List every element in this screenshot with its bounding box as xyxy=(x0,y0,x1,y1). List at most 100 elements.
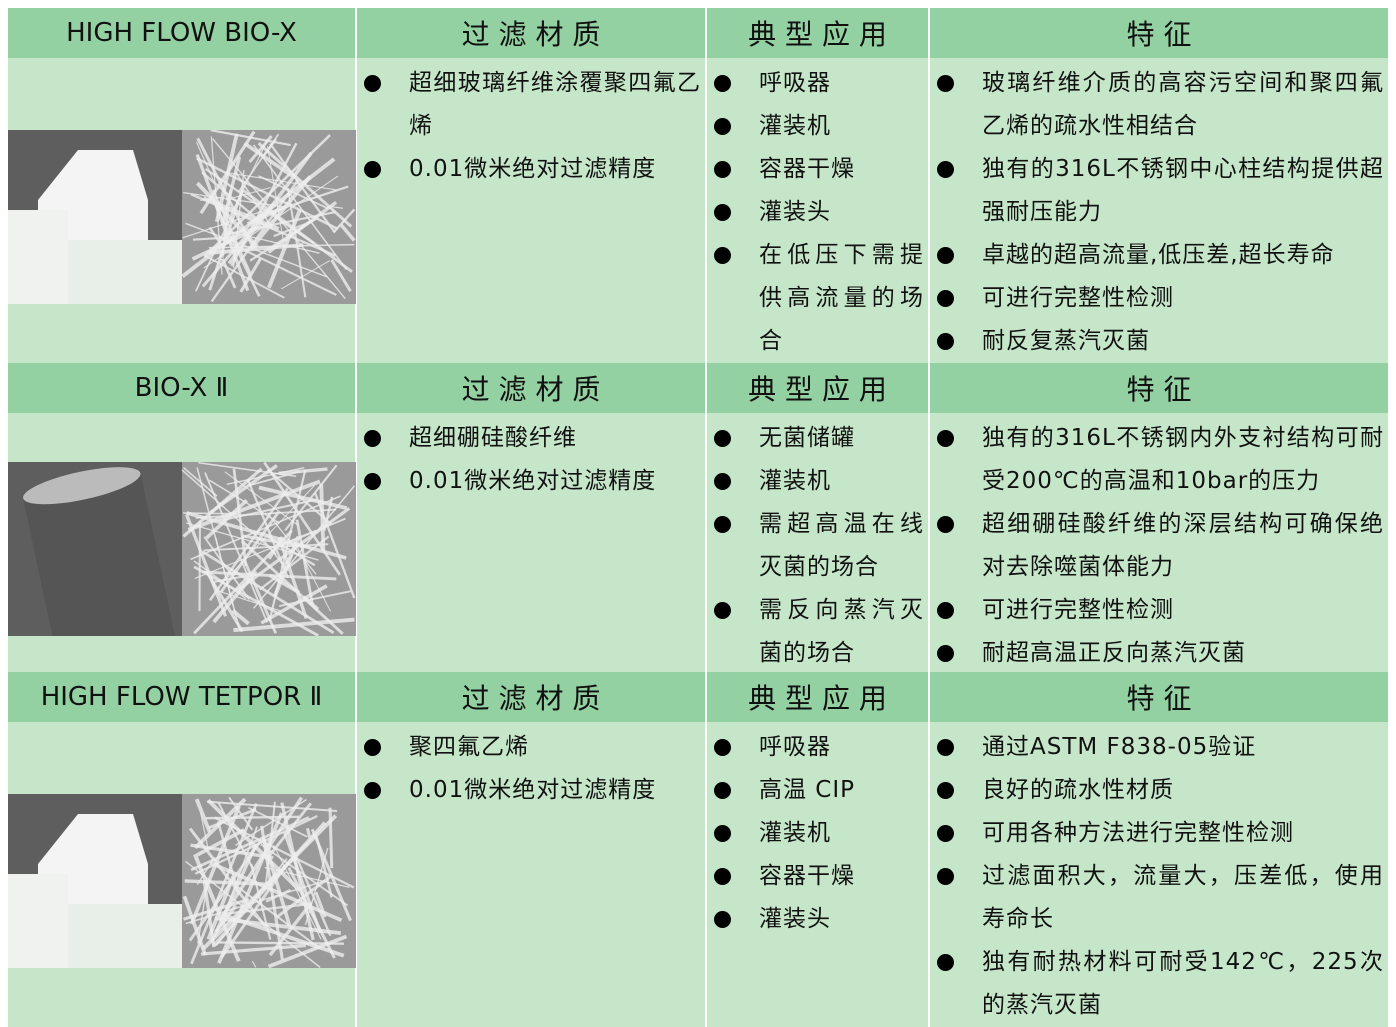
bullet xyxy=(937,75,954,92)
image-cell xyxy=(8,722,355,1027)
item-text: 0.01微米绝对过滤精度 xyxy=(409,777,656,803)
item-text: 灌装机 xyxy=(759,468,831,494)
features-list: 通过ASTM F838-05验证良好的疏水性材质可用各种方法进行完整性检测过滤面… xyxy=(930,722,1388,1027)
list-item: 独有的316L不锈钢中心柱结构提供超强耐压能力 xyxy=(930,148,1388,234)
bullet xyxy=(714,473,731,490)
item-text: 容器干燥 xyxy=(759,156,855,182)
bullet xyxy=(714,204,731,221)
list-item: 灌装机 xyxy=(707,105,928,148)
bullet xyxy=(937,954,954,971)
item-text: 呼吸器 xyxy=(759,734,831,760)
image-cell xyxy=(8,413,355,675)
list-item: 高温 CIP xyxy=(707,769,928,812)
bullet xyxy=(937,161,954,178)
product-image xyxy=(8,794,356,968)
list-item: 呼吸器 xyxy=(707,62,928,105)
list-item: 灌装机 xyxy=(707,460,928,503)
item-text: 灌装头 xyxy=(759,199,831,225)
bullet xyxy=(714,75,731,92)
column-header: 特 征 xyxy=(930,8,1388,58)
list-item: 灌装头 xyxy=(707,898,928,941)
list-item: 在低压下需提供高流量的场合 xyxy=(707,234,928,363)
bullet xyxy=(937,290,954,307)
list-item: 过滤面积大，流量大，压差低，使用寿命长 xyxy=(930,855,1388,941)
list-item: 可用各种方法进行完整性检测 xyxy=(930,812,1388,855)
image xyxy=(8,130,356,304)
list-item: 0.01微米绝对过滤精度 xyxy=(357,769,705,812)
item-text: 灌装头 xyxy=(759,906,831,932)
item-text: 超细硼硅酸纤维 xyxy=(409,425,577,451)
bullet xyxy=(937,247,954,264)
list-item: 卓越的超高流量,低压差,超长寿命 xyxy=(930,234,1388,277)
product-name: HIGH FLOW TETPOR Ⅱ xyxy=(8,672,355,722)
applications-cell: 呼吸器高温 CIP 灌装机容器干燥灌装头 xyxy=(707,722,928,1027)
list-item: 容器干燥 xyxy=(707,148,928,191)
list-item: 超细硼硅酸纤维 xyxy=(357,417,705,460)
materials-cell: 超细硼硅酸纤维 0.01微米绝对过滤精度 xyxy=(357,413,705,675)
product-image xyxy=(8,462,356,636)
bullet xyxy=(937,782,954,799)
item-text: 独有耐热材料可耐受142℃，225次的蒸汽灭菌 xyxy=(982,949,1384,1018)
list-item: 0.01微米绝对过滤精度 xyxy=(357,460,705,503)
features-list: 独有的316L不锈钢内外支衬结构可耐受200℃的高温和10bar的压力超细硼硅酸… xyxy=(930,413,1388,675)
features-cell: 玻璃纤维介质的高容污空间和聚四氟乙烯的疏水性相结合独有的316L不锈钢中心柱结构… xyxy=(930,58,1388,363)
item-text: 灌装机 xyxy=(759,113,831,139)
list-item: 聚四氟乙烯 xyxy=(357,726,705,769)
item-text: 在低压下需提供高流量的场合 xyxy=(759,242,924,354)
list-item: 需反向蒸汽灭菌的场合 xyxy=(707,589,928,675)
materials-list: 超细硼硅酸纤维 0.01微米绝对过滤精度 xyxy=(357,413,705,503)
item-text: 0.01微米绝对过滤精度 xyxy=(409,468,656,494)
image xyxy=(8,462,356,636)
bullet xyxy=(714,868,731,885)
features-cell: 独有的316L不锈钢内外支衬结构可耐受200℃的高温和10bar的压力超细硼硅酸… xyxy=(930,413,1388,675)
bullet xyxy=(714,602,731,619)
item-text: 通过ASTM F838-05验证 xyxy=(982,734,1256,760)
image xyxy=(8,794,356,968)
column-header: 特 征 xyxy=(930,672,1388,722)
item-text: 良好的疏水性材质 xyxy=(982,777,1174,803)
column-header: 过 滤 材 质 xyxy=(357,8,705,58)
bullet xyxy=(937,825,954,842)
bullet xyxy=(714,118,731,135)
materials-list: 聚四氟乙烯 0.01微米绝对过滤精度 xyxy=(357,722,705,812)
bullet xyxy=(714,516,731,533)
item-text: 超细玻璃纤维涂覆聚四氟乙烯 xyxy=(409,70,701,139)
bullet xyxy=(714,430,731,447)
column-header: 过 滤 材 质 xyxy=(357,363,705,413)
item-text: 灌装机 xyxy=(759,820,831,846)
product-name: BIO-X Ⅱ xyxy=(8,363,355,413)
bullet xyxy=(714,161,731,178)
list-item: 耐反复蒸汽灭菌 xyxy=(930,320,1388,363)
column-header: 典 型 应 用 xyxy=(707,672,928,722)
list-item: 灌装机 xyxy=(707,812,928,855)
bullet xyxy=(937,516,954,533)
list-item: 超细玻璃纤维涂覆聚四氟乙烯 xyxy=(357,62,705,148)
list-item: 良好的疏水性材质 xyxy=(930,769,1388,812)
column-header: 典 型 应 用 xyxy=(707,8,928,58)
applications-list: 无菌储罐灌装机需超高温在线灭菌的场合需反向蒸汽灭菌的场合 xyxy=(707,413,928,675)
item-text: 可用各种方法进行完整性检测 xyxy=(982,820,1294,846)
applications-cell: 呼吸器灌装机容器干燥灌装头在低压下需提供高流量的场合 xyxy=(707,58,928,363)
list-item: 可进行完整性检测 xyxy=(930,589,1388,632)
item-text: 玻璃纤维介质的高容污空间和聚四氟乙烯的疏水性相结合 xyxy=(982,70,1384,139)
column-header: 典 型 应 用 xyxy=(707,363,928,413)
item-text: 无菌储罐 xyxy=(759,425,855,451)
list-item: 通过ASTM F838-05验证 xyxy=(930,726,1388,769)
item-text: 独有的316L不锈钢中心柱结构提供超强耐压能力 xyxy=(982,156,1384,225)
item-text: 呼吸器 xyxy=(759,70,831,96)
list-item: 灌装头 xyxy=(707,191,928,234)
list-item: 容器干燥 xyxy=(707,855,928,898)
bullet xyxy=(714,782,731,799)
features-list: 玻璃纤维介质的高容污空间和聚四氟乙烯的疏水性相结合独有的316L不锈钢中心柱结构… xyxy=(930,58,1388,363)
item-text: 需超高温在线灭菌的场合 xyxy=(759,511,924,580)
list-item: 耐超高温正反向蒸汽灭菌 xyxy=(930,632,1388,675)
bullet xyxy=(937,868,954,885)
item-text: 过滤面积大，流量大，压差低，使用寿命长 xyxy=(982,863,1384,932)
bullet xyxy=(937,333,954,350)
product-image xyxy=(8,130,356,304)
applications-list: 呼吸器高温 CIP 灌装机容器干燥灌装头 xyxy=(707,722,928,941)
